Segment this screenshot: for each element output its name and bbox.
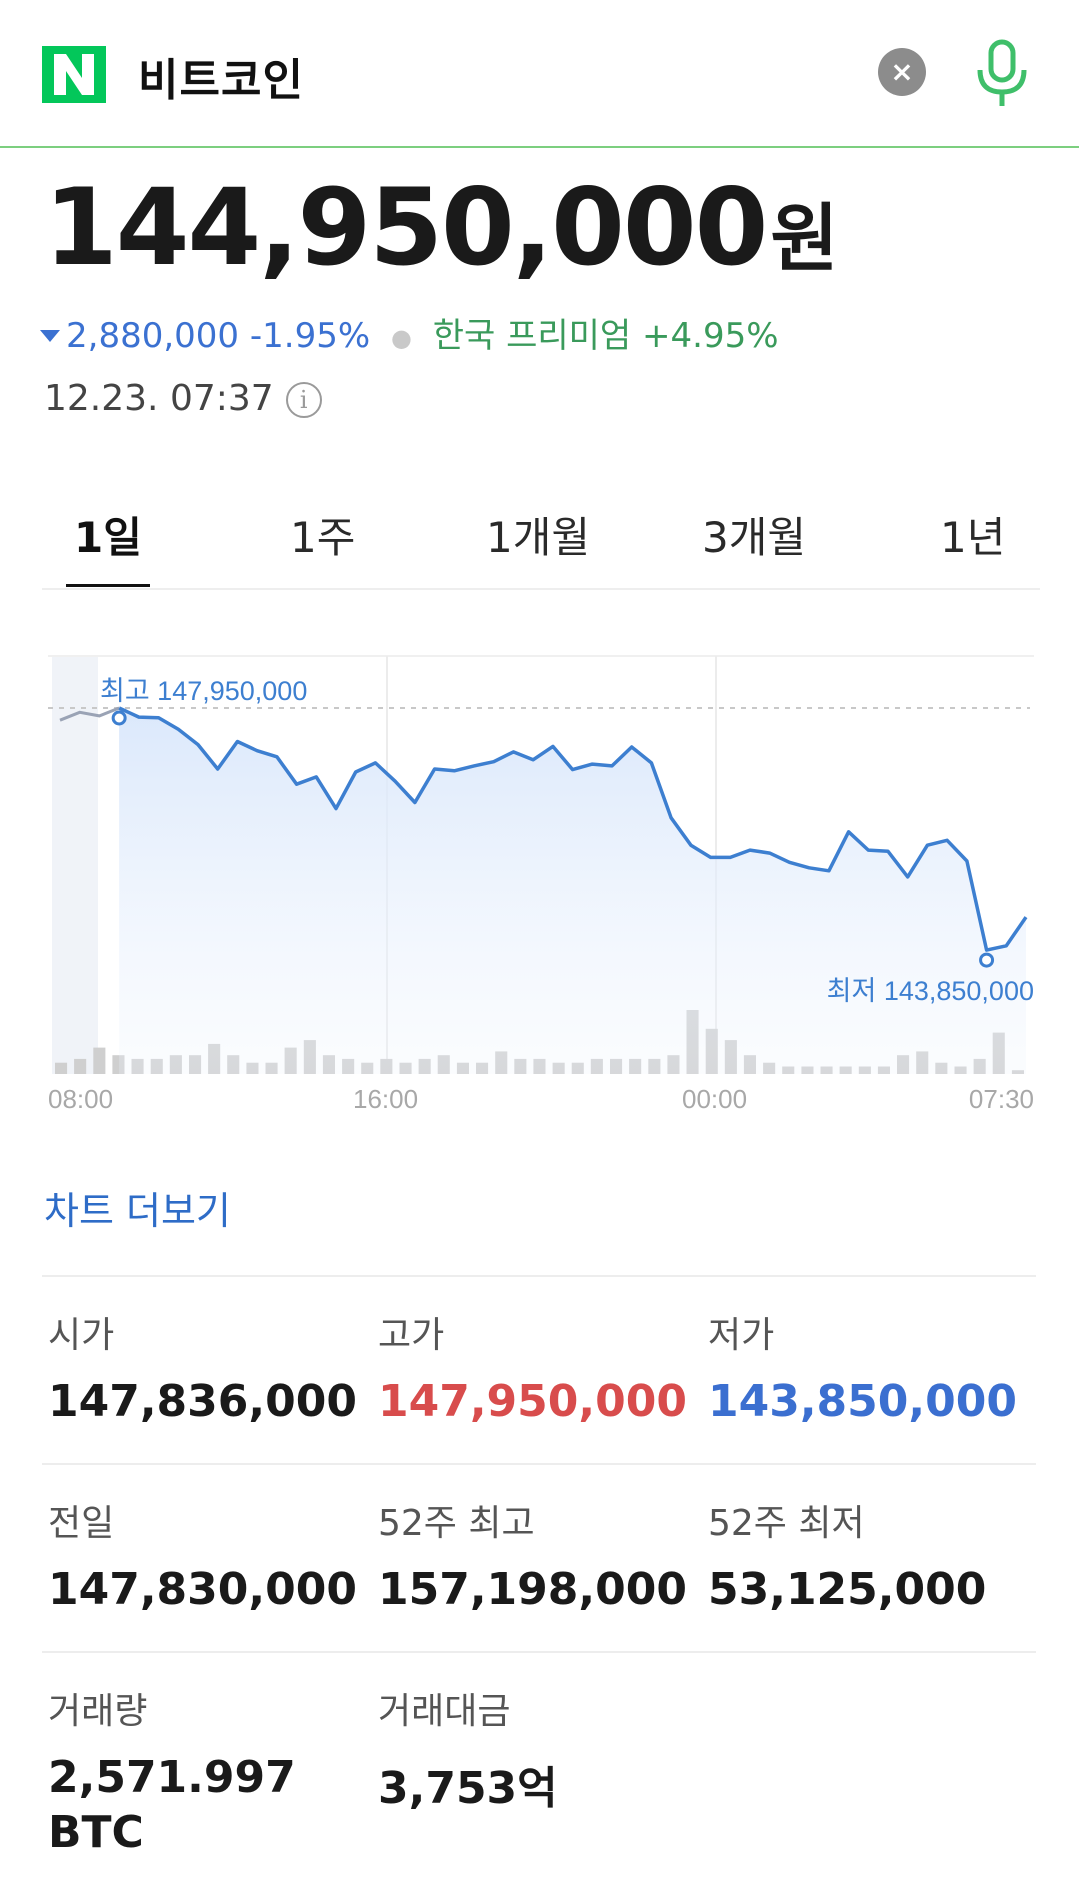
price-chart-svg: 최고 147,950,000 최저 143,850,000 08:00 16:0… [48,655,1034,1114]
stat-value: 2,571.997 [48,1752,296,1803]
stat-value: 147,950,000 [378,1376,687,1427]
high-label: 최고 147,950,000 [100,676,307,706]
stat-value: 147,836,000 [48,1376,357,1427]
price-unit: 원 [770,196,839,282]
stat-52w-low: 52주 최저 53,125,000 [708,1494,986,1615]
stat-label: 거래대금 [378,1691,511,1732]
stat-label: 52주 최저 [708,1503,865,1544]
active-tab-indicator [66,584,150,587]
change-percent: -1.95% [249,316,371,356]
stat-label: 거래량 [48,1691,148,1732]
price-change-row: 2,880,000 -1.95% ● 한국 프리미엄 +4.95% [40,308,779,357]
price-value: 144,950,000 [44,166,768,289]
stat-label: 저가 [708,1315,775,1356]
premium-value: +4.95% [642,316,779,356]
high-marker [111,710,127,726]
price-timestamp: 12.23. 07:37 [44,378,274,419]
search-header: 비트코인 × [0,0,1079,148]
naver-logo-icon[interactable] [42,46,106,103]
volume-bar [55,1062,68,1074]
stat-volume: 거래량 2,571.997 BTC [48,1682,296,1858]
x-tick-label: 08:00 [48,1084,113,1114]
price-chart[interactable]: 최고 147,950,000 최저 143,850,000 08:00 16:0… [0,640,1079,1120]
stat-value: 147,830,000 [48,1564,357,1615]
price-area [119,708,1027,1074]
tab-1-month[interactable]: 1개월 [486,513,591,562]
separator-dot: ● [390,323,412,352]
stat-label: 52주 최고 [378,1503,535,1544]
stat-label: 고가 [378,1315,445,1356]
price-timestamp-row: 12.23. 07:37 i [44,378,322,419]
divider [42,1463,1036,1465]
stat-52w-high: 52주 최고 157,198,000 [378,1494,687,1615]
stat-value: 3,753억 [378,1763,558,1814]
current-price: 144,950,000원 [44,168,838,288]
microphone-icon[interactable] [972,38,1032,110]
close-icon[interactable]: × [878,48,926,96]
x-tick-label: 00:00 [682,1084,747,1114]
divider [42,1275,1036,1277]
volume-bar [93,1047,106,1074]
divider [42,1651,1036,1653]
period-tabs: 1일 1주 1개월 3개월 1년 [42,498,1040,590]
low-marker [979,952,995,968]
change-amount: 2,880,000 [66,316,240,356]
price-line-premarket [59,706,120,722]
tab-1-day[interactable]: 1일 [74,513,142,562]
stat-unit: BTC [48,1807,144,1858]
stat-trade-amount: 거래대금 3,753억 [378,1682,558,1816]
stat-low: 저가 143,850,000 [708,1306,1017,1427]
stat-value: 143,850,000 [708,1376,1017,1427]
chart-highlight-band [52,656,98,1074]
search-query[interactable]: 비트코인 [138,55,304,106]
price-line [118,706,1028,952]
stat-value: 53,125,000 [708,1564,987,1615]
tab-3-months[interactable]: 3개월 [702,513,807,562]
premium-label: 한국 프리미엄 [432,316,632,356]
info-icon[interactable]: i [285,382,322,418]
volume-bar [74,1058,87,1074]
down-arrow-icon [40,329,60,342]
more-chart-link[interactable]: 차트 더보기 [44,1189,231,1233]
stat-label: 시가 [48,1315,115,1356]
stat-value: 157,198,000 [378,1564,687,1615]
x-tick-label: 16:00 [353,1084,418,1114]
x-tick-label: 07:30 [969,1084,1034,1114]
low-label: 최저 143,850,000 [827,976,1034,1006]
tab-1-week[interactable]: 1주 [290,513,356,562]
stat-label: 전일 [48,1503,115,1544]
stat-open: 시가 147,836,000 [48,1306,357,1427]
tab-1-year[interactable]: 1년 [940,513,1006,562]
stat-prev-close: 전일 147,830,000 [48,1494,357,1615]
stat-high: 고가 147,950,000 [378,1306,687,1427]
